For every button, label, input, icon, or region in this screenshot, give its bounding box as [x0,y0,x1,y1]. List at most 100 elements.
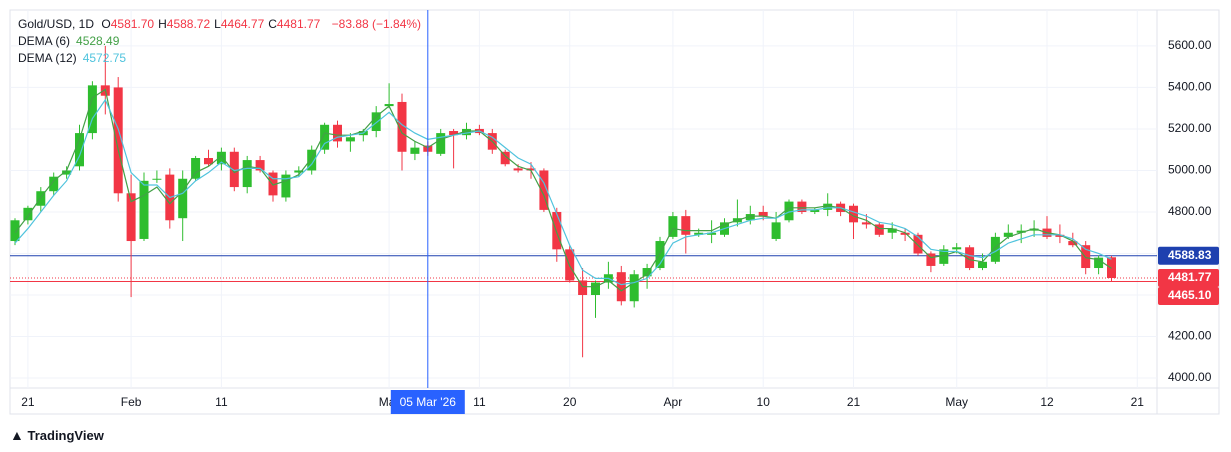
candle-body [874,224,884,235]
price-label-box [1158,287,1219,306]
candle-body [449,131,459,136]
indicator-value: 4528.49 [76,34,120,48]
candle-body [1068,241,1078,246]
candle-body [436,133,446,154]
candle-body [952,247,962,250]
candle-body [681,216,691,235]
legend: Gold/USD, 1D O4581.70 H4588.72 L4464.77 C44… [18,16,425,67]
candle-body [204,158,213,165]
indicator-name: DEMA (12) [18,51,77,65]
candle-body [849,205,858,223]
candle-body [255,160,265,171]
candle-body [861,222,871,225]
candle-body [126,193,136,242]
y-tick-label: 5600.00 [1168,38,1212,52]
candle-body [10,220,20,242]
candle-body [758,211,768,217]
candle-body [1016,230,1026,233]
price-label-box [1158,246,1219,265]
ohlc-key: O [101,17,111,31]
candle-body [771,222,781,239]
candle-body [320,124,330,150]
ohlc-value: 4588.72 [166,17,211,31]
indicator-legend: DEMA (6) 4528.49 DEMA (12) 4572.75 [18,33,425,67]
indicator-row: DEMA (6) 4528.49 [18,33,425,50]
candle-body [294,170,304,173]
y-tick-label: 4000.00 [1168,370,1212,384]
crosshair-label: 05 Mar '26 [400,395,457,409]
x-tick-label: 21 [847,395,861,409]
candle-body [965,247,975,269]
candle-body [745,214,755,221]
x-tick-label: Apr [664,395,683,409]
candle-body [797,201,807,212]
candle-body [397,101,407,152]
candle-body [1003,232,1013,237]
candle-body [978,261,987,269]
crosshair-label-box [390,390,465,414]
x-tick-label: May [945,395,968,409]
candle-body [926,253,936,266]
x-tick-label: 21 [21,395,35,409]
brand: ▲ TradingView [10,427,104,443]
candle-body [1055,234,1065,237]
ohlc-value: 4464.77 [220,17,265,31]
ohlc-value: 4481.77 [276,17,321,31]
x-tick-label: 11 [473,395,486,409]
candle-body [75,133,84,167]
brand-name: TradingView [27,428,104,443]
candle-body [939,249,949,264]
candle-body [616,272,626,302]
candle-body [513,168,523,171]
x-tick-label: Feb [121,395,142,409]
indicator-value: 4572.75 [82,51,127,65]
ohlc: O4581.70 H4588.72 L4464.77 C4481.77 [101,17,324,31]
y-tick-label: 5200.00 [1168,121,1212,135]
candle-body [1094,257,1104,269]
candle-body [707,232,717,235]
candle-body [591,282,600,296]
candle-body [784,201,794,221]
indicator-line [14,88,1112,292]
indicator-name: DEMA (6) [18,34,71,48]
ohlc-key: H [158,17,167,31]
candle-body [526,168,536,171]
indicator-line [14,98,1112,286]
candle-body [1081,245,1091,269]
candle-body [539,170,549,210]
candle-body [113,87,123,194]
candle-body [552,211,562,250]
candle-body [410,147,420,154]
candle-body [642,268,652,277]
price-label: 4481.77 [1168,270,1212,284]
change: −83.88 (−1.84%) [331,17,422,31]
candle-body [384,104,394,107]
candle-body [178,178,188,219]
candle-body [900,232,910,235]
candle-body [371,112,381,132]
ohlc-value: 4581.70 [110,17,155,31]
candle-body [333,124,342,142]
candle-body [913,234,923,254]
candle-body [62,170,72,175]
candle-body [23,207,33,221]
candle-body [49,176,59,192]
candle-body [668,216,678,237]
candle-body [887,228,897,233]
y-tick-label: 4800.00 [1168,204,1212,218]
candle-body [152,178,162,180]
price-label: 4465.10 [1168,288,1212,302]
candle-body [268,172,278,196]
y-tick-label: 4200.00 [1168,329,1212,343]
candle-body [694,232,704,235]
candle-body [281,174,291,198]
candle-body [578,280,588,296]
candle-body [810,209,820,212]
x-tick-label: 11 [215,395,228,409]
candle-body [229,151,239,188]
symbol: Gold/USD, 1D [18,17,95,31]
x-tick-label: 21 [1131,395,1145,409]
candle-body [216,151,226,165]
y-tick-label: 5400.00 [1168,80,1212,94]
